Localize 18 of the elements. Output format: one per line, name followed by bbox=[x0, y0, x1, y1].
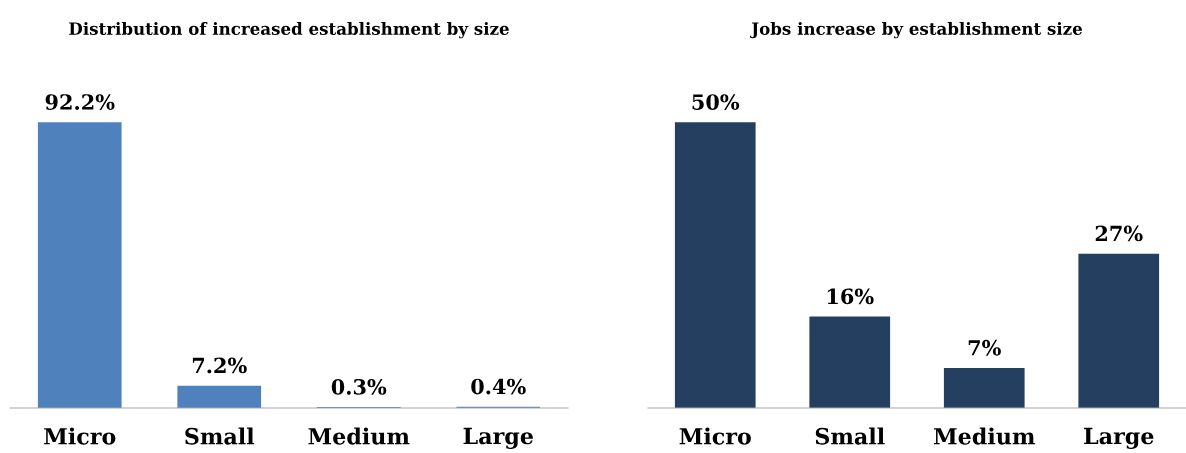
x-tick-label: Medium bbox=[308, 427, 410, 445]
x-tick-label: Micro bbox=[679, 427, 751, 445]
data-label: 0.4% bbox=[471, 378, 526, 395]
data-label: 50% bbox=[692, 94, 740, 110]
x-tick-label: Small bbox=[185, 427, 255, 445]
data-label: 92.2% bbox=[45, 94, 115, 110]
data-label: 7% bbox=[968, 339, 1001, 356]
chart-title: Distribution of increased establishment by size bbox=[69, 22, 509, 39]
data-label: 16% bbox=[827, 288, 874, 305]
x-tick-label: Medium bbox=[933, 427, 1035, 445]
data-label: 7.2% bbox=[192, 357, 247, 374]
x-tick-label: Large bbox=[1084, 427, 1154, 449]
x-tick-label: Large bbox=[463, 427, 533, 449]
data-label: 0.3% bbox=[331, 378, 387, 395]
x-tick-label: Micro bbox=[44, 427, 116, 445]
x-tick-label: Small bbox=[815, 427, 885, 445]
chart-title: Jobs increase by establishment size bbox=[750, 22, 1082, 39]
data-label: 27% bbox=[1095, 225, 1143, 242]
